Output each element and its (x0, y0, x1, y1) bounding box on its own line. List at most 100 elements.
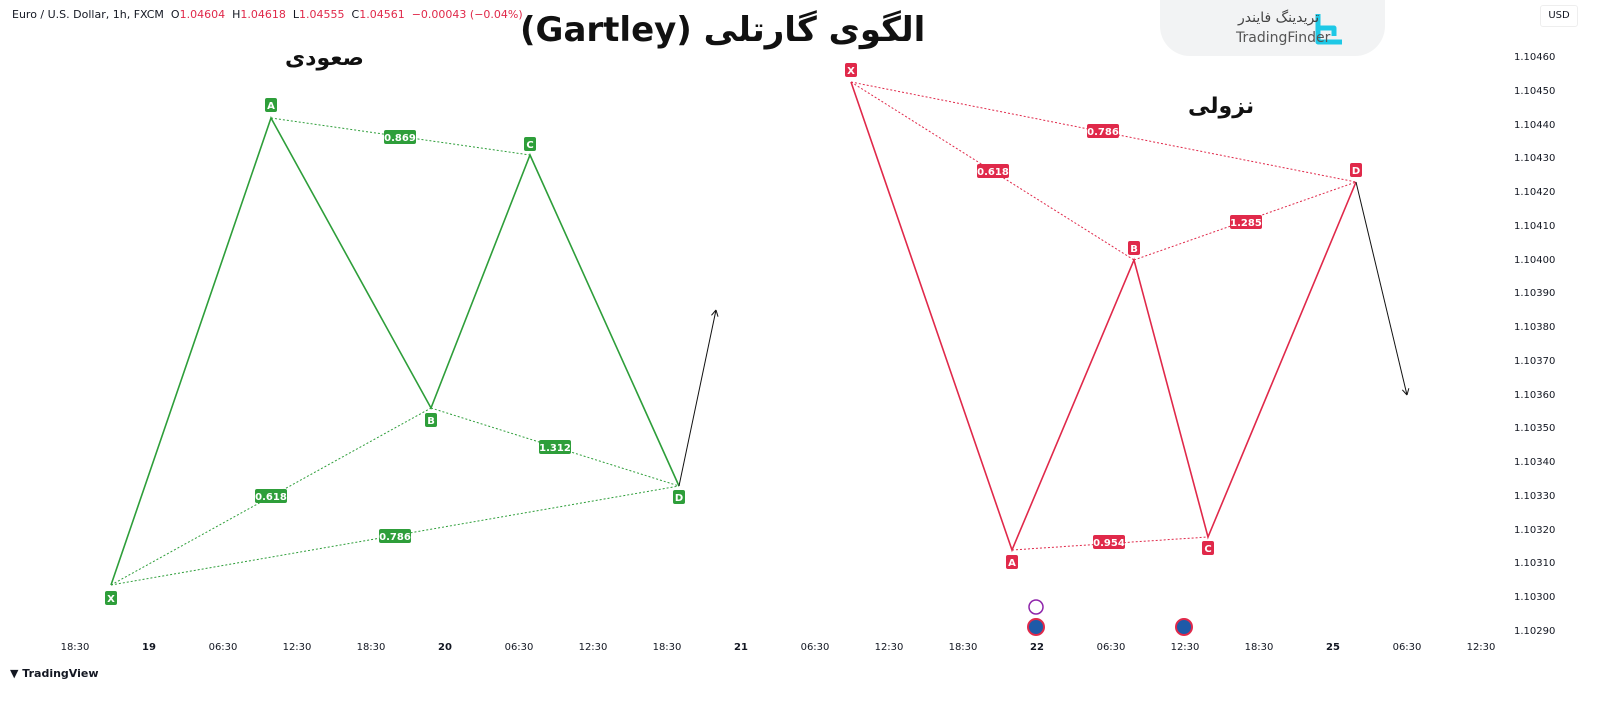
change-value: −0.00043 (−0.04%) (411, 8, 523, 21)
symbol-name: Euro / U.S. Dollar, 1h, FXCM (12, 8, 164, 21)
open-label: O (170, 8, 180, 21)
close-value: 1.04561 (359, 8, 405, 21)
point-label-d[interactable] (673, 490, 685, 504)
low-value: 1.04555 (299, 8, 345, 21)
time-tick: 18:30 (60, 642, 90, 653)
ratio-label-text: 1.285 (1230, 218, 1262, 229)
direction-arrow (678, 309, 717, 487)
time-tick: 12:30 (1466, 642, 1496, 653)
ratio-label-text: 0.786 (1087, 127, 1119, 138)
ratio-label[interactable] (379, 529, 411, 543)
ratio-label-text: 0.618 (977, 167, 1009, 178)
point-label-b-text: B (427, 416, 435, 427)
price-tick: 1.10310 (1514, 558, 1556, 570)
low-label: L (292, 8, 300, 21)
time-tick: 12:30 (1170, 642, 1200, 653)
point-label-b[interactable] (1128, 241, 1140, 255)
ratio-label[interactable] (1230, 215, 1262, 229)
time-tick: 06:30 (208, 642, 238, 653)
arrow-head (1401, 389, 1408, 396)
price-tick: 1.10430 (1514, 153, 1556, 165)
price-tick: 1.10440 (1514, 119, 1556, 131)
point-label-b-text: B (1130, 244, 1138, 255)
logo-text-fa: تریدینگ فایندر (1238, 10, 1320, 26)
high-value: 1.04618 (240, 8, 286, 21)
ratio-label[interactable] (977, 164, 1009, 178)
ratio-line (1011, 536, 1209, 551)
price-tick: 1.10410 (1514, 220, 1556, 232)
arrow-head (1406, 388, 1410, 396)
bullish-pattern[interactable]: X A B C D 0.869 0.618 1.312 0.786 (105, 98, 719, 605)
time-tick: 06:30 (1096, 642, 1126, 653)
pattern-leg (850, 81, 1357, 553)
bearish-pattern[interactable]: X A B C D 0.786 0.618 1.285 0.954 (845, 63, 1410, 569)
time-tick: 06:30 (800, 642, 830, 653)
point-label-c-text: C (1204, 544, 1211, 555)
ratio-label[interactable] (1087, 124, 1119, 138)
price-tick: 1.10330 (1514, 490, 1556, 502)
time-tick: 12:30 (874, 642, 904, 653)
time-tick: 18:30 (356, 642, 386, 653)
point-label-c[interactable] (524, 137, 536, 151)
time-tick: 19 (142, 642, 156, 653)
time-tick: 18:30 (1244, 642, 1274, 653)
economic-event-icon[interactable] (1027, 618, 1045, 636)
tradingview-icon: ▼ (10, 667, 23, 680)
high-label: H (232, 8, 241, 21)
ratio-label[interactable] (1093, 535, 1125, 549)
point-label-x[interactable] (845, 63, 857, 77)
price-tick: 1.10380 (1514, 322, 1556, 333)
time-tick: 20 (438, 642, 452, 653)
currency-button[interactable]: USD (1540, 5, 1578, 27)
price-tick: 1.10420 (1514, 187, 1556, 198)
point-label-d-text: D (1352, 166, 1360, 177)
chart-canvas[interactable]: X A B C D 0.869 0.618 1.312 0.786 X A B C D 0.786 0.618… (0, 0, 1500, 640)
pattern-leg (110, 116, 680, 586)
logo-icon (1315, 14, 1342, 45)
ratio-line (110, 407, 432, 586)
point-label-d[interactable] (1350, 163, 1362, 177)
page-title: الگوی گارتلی (Gartley) (520, 10, 926, 50)
bearish-label: نزولی (1188, 94, 1255, 119)
point-label-d-text: D (675, 493, 683, 504)
point-label-x[interactable] (105, 591, 117, 605)
symbol-header: Euro / U.S. Dollar, 1h, FXCM O1.04604 H1… (12, 8, 523, 21)
price-tick: 1.10350 (1514, 423, 1556, 435)
bullish-label: صعودی (285, 46, 364, 71)
price-tick: 1.10340 (1514, 457, 1556, 468)
point-label-c-text: C (526, 140, 533, 151)
event-markers[interactable] (1027, 599, 1193, 636)
time-tick: 12:30 (578, 642, 608, 653)
ratio-label[interactable] (255, 489, 287, 503)
price-tick: 1.10320 (1514, 524, 1556, 536)
arrow-head (715, 309, 719, 317)
point-label-a-text: A (267, 101, 275, 112)
point-label-a[interactable] (265, 98, 277, 112)
ratio-label[interactable] (539, 440, 571, 454)
logo-text-en: TradingFinder (1236, 30, 1331, 46)
lightning-icon[interactable] (1028, 599, 1044, 615)
arrow-head (711, 309, 717, 316)
point-label-a[interactable] (1006, 555, 1018, 569)
price-tick: 1.10370 (1514, 355, 1556, 367)
price-tick: 1.10300 (1514, 592, 1556, 603)
time-tick: 22 (1030, 642, 1044, 653)
ratio-label-text: 0.786 (379, 532, 411, 543)
ratio-label-text: 0.618 (255, 492, 287, 503)
price-tick: 1.10390 (1514, 288, 1556, 300)
ratio-label-text: 0.869 (384, 133, 416, 144)
point-label-x-text: X (107, 594, 115, 605)
time-tick: 25 (1326, 642, 1340, 653)
time-tick: 12:30 (282, 642, 312, 653)
close-label: C (351, 8, 360, 21)
economic-event-icon[interactable] (1175, 618, 1193, 636)
time-tick: 06:30 (504, 642, 534, 653)
point-label-a-text: A (1008, 558, 1016, 569)
tradingview-text: TradingView (22, 667, 99, 680)
point-label-c[interactable] (1202, 541, 1214, 555)
price-tick: 1.10290 (1514, 625, 1556, 637)
time-tick: 06:30 (1392, 642, 1422, 653)
ratio-label[interactable] (384, 130, 416, 144)
ratio-label-text: 0.954 (1093, 538, 1125, 549)
point-label-b[interactable] (425, 413, 437, 427)
